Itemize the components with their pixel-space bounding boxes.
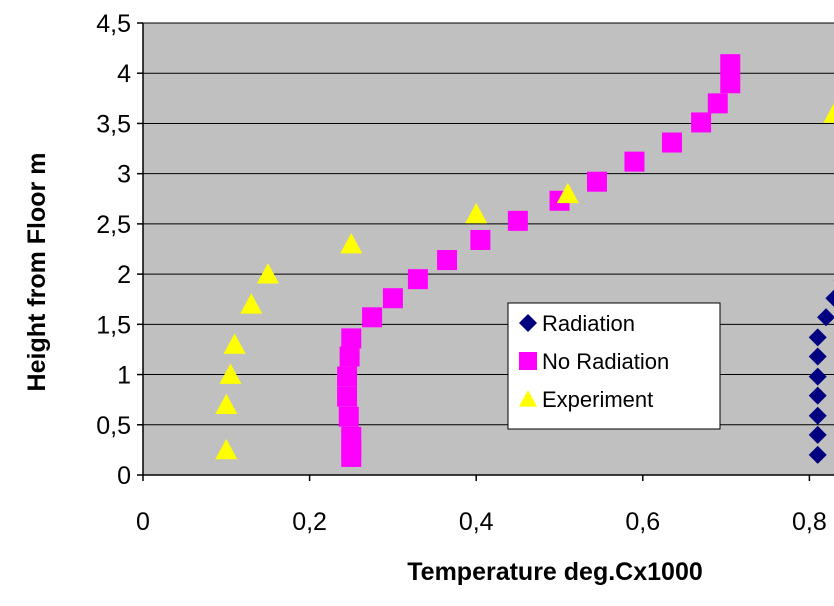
legend-marker — [519, 314, 537, 332]
series-layer — [215, 54, 834, 467]
data-point — [407, 269, 428, 290]
data-point — [808, 445, 827, 464]
data-point — [240, 293, 263, 314]
data-point — [825, 289, 834, 307]
y-tick-label: 3,5 — [96, 110, 131, 138]
y-tick-label: 3 — [117, 161, 131, 189]
legend-item: No Radiation — [519, 349, 669, 374]
data-point — [808, 425, 827, 444]
data-point — [340, 232, 363, 254]
data-point — [337, 366, 358, 387]
y-axis-title: Height from Floor m — [23, 153, 51, 392]
data-point — [624, 151, 645, 172]
y-tick-label: 4 — [117, 60, 131, 88]
data-point — [341, 426, 362, 447]
legend-marker — [519, 390, 537, 407]
data-point — [586, 171, 607, 192]
data-point — [341, 328, 362, 349]
data-point — [465, 202, 488, 224]
data-point — [507, 210, 528, 231]
data-point — [223, 333, 246, 354]
data-point — [808, 367, 827, 386]
x-tick-label: 0,2 — [292, 508, 327, 536]
data-point — [720, 54, 741, 75]
data-point — [720, 73, 741, 94]
legend-item: Radiation — [519, 311, 635, 336]
data-point — [808, 347, 827, 366]
legend-label: Experiment — [542, 387, 653, 412]
data-point — [337, 386, 358, 407]
legend-label: Radiation — [542, 311, 635, 336]
data-point — [362, 307, 383, 328]
data-point — [338, 406, 359, 427]
data-point — [808, 328, 827, 347]
legend: Radiation No Radiation Experiment — [507, 302, 721, 430]
x-axis-title: Temperature deg.Cx1000 — [407, 558, 703, 586]
y-tick-label: 1 — [117, 362, 131, 390]
data-point — [219, 363, 242, 384]
data-point — [823, 103, 834, 123]
y-tick-label: 1,5 — [96, 311, 131, 339]
legend-item: Experiment — [519, 387, 653, 412]
y-tick-label: 0,5 — [96, 412, 131, 440]
x-tick-label: 0,4 — [459, 508, 494, 536]
series-experiment — [215, 103, 834, 460]
data-point — [817, 308, 834, 327]
data-point — [215, 393, 238, 415]
legend-label: No Radiation — [542, 349, 669, 374]
data-point — [215, 438, 238, 460]
legend-box — [507, 302, 721, 430]
data-point — [691, 112, 712, 133]
y-tick-label: 4,5 — [96, 10, 131, 38]
data-point — [808, 386, 827, 405]
data-point — [808, 406, 827, 425]
data-point — [437, 250, 458, 271]
data-point — [470, 229, 491, 250]
data-point — [339, 346, 360, 367]
x-tick-label: 0 — [136, 508, 150, 536]
data-point — [661, 132, 682, 153]
series-radiation — [808, 279, 834, 464]
y-tick-label: 2,5 — [96, 211, 131, 239]
y-tick-label: 0 — [117, 462, 131, 490]
x-tick-label: 0,8 — [792, 508, 827, 536]
y-tick-label: 2 — [117, 261, 131, 289]
data-point — [556, 182, 579, 204]
axes-layer: 0 0,5 1 1,5 2 2,5 3 3,5 4 4,5 0 0,2 0,4 0,6 0,8 — [96, 10, 834, 536]
legend-marker — [519, 352, 537, 370]
data-point — [382, 288, 403, 309]
data-point — [707, 93, 728, 114]
series-no-radiation — [337, 54, 741, 467]
data-point — [256, 263, 279, 284]
x-tick-label: 0,6 — [625, 508, 660, 536]
